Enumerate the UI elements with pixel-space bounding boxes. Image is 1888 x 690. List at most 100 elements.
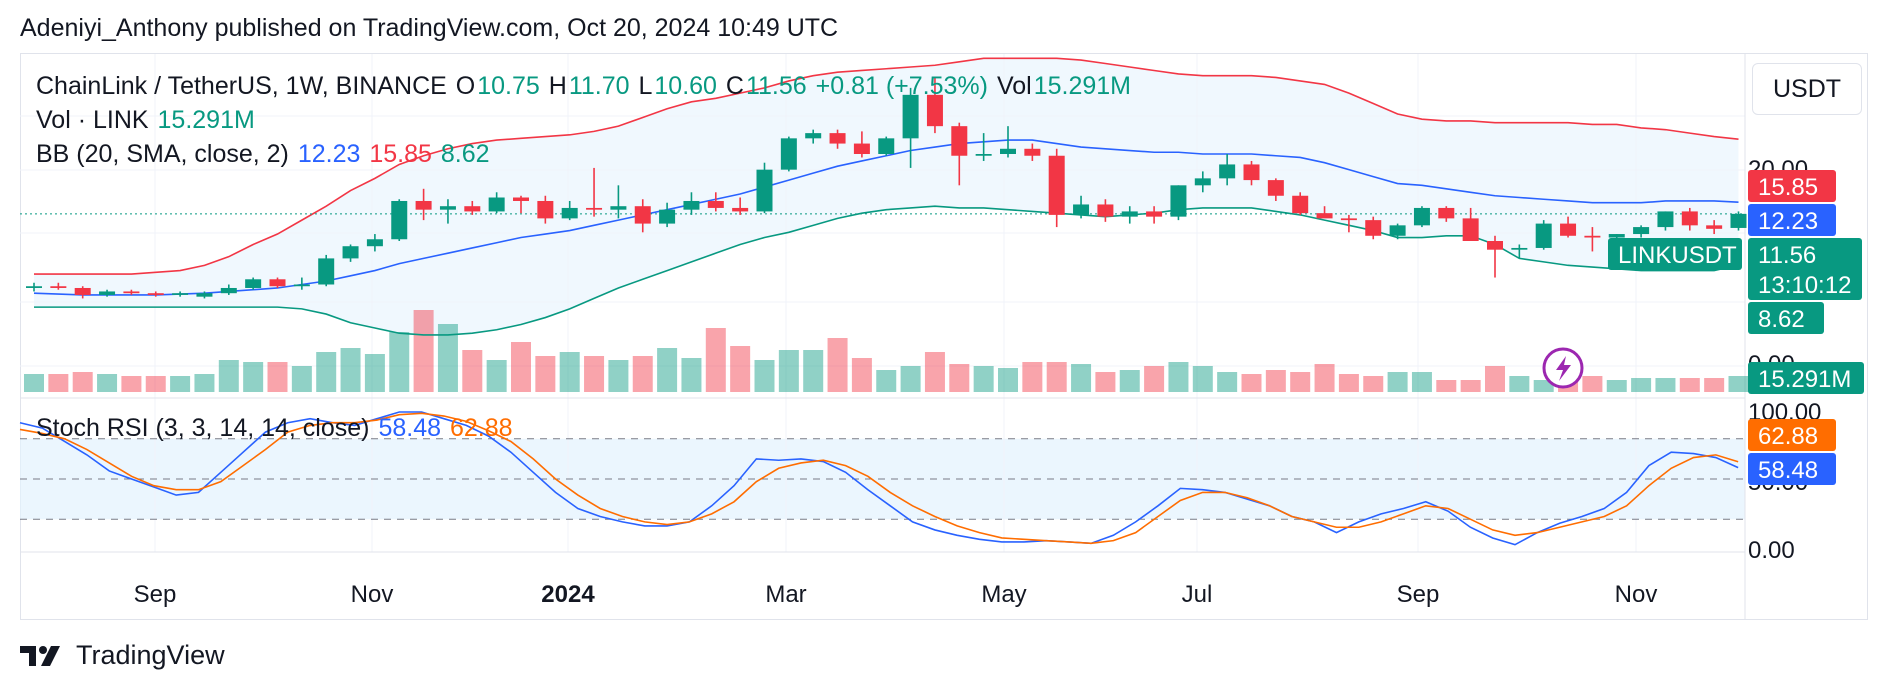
last-price-tag-text: 13:10:12 xyxy=(1758,272,1851,299)
volume-bar xyxy=(1314,364,1335,392)
candle-body xyxy=(1292,195,1309,214)
candle-body xyxy=(1048,155,1065,215)
bb-lower-line xyxy=(34,205,1739,336)
vol-row-label: Vol · LINK xyxy=(36,106,149,134)
candle-body xyxy=(26,286,42,288)
candle-body xyxy=(683,200,700,210)
high-label: H xyxy=(548,72,567,100)
candle-body xyxy=(1657,211,1674,228)
candle-body xyxy=(464,206,481,212)
volume-bar xyxy=(949,364,970,392)
candle-body xyxy=(220,287,237,294)
volume-bar xyxy=(243,362,264,392)
last-price-tag-text: 11.56 xyxy=(1758,242,1816,269)
volume-bar xyxy=(218,360,239,392)
candle-body xyxy=(147,293,164,295)
candle-body xyxy=(1243,164,1260,181)
volume-bar xyxy=(364,354,385,392)
stoch-d-value: 62.88 xyxy=(449,414,513,442)
volume-bar xyxy=(730,346,751,392)
volume-bar xyxy=(1290,372,1311,392)
tradingview-brand-text: TradingView xyxy=(76,640,225,670)
volume-bar xyxy=(267,362,288,392)
symbol-tag-bg xyxy=(1608,238,1742,270)
bb-basis-tag-bg xyxy=(1748,204,1836,236)
stoch-k-line xyxy=(19,411,1739,546)
volume-bar xyxy=(998,368,1018,392)
stoch-k-tag-bg xyxy=(1748,453,1836,485)
volume-bar xyxy=(924,352,945,392)
stoch-d-line xyxy=(19,412,1739,545)
stoch-d-tag-text: 62.88 xyxy=(1758,423,1818,450)
change-value: +0.81 (+7.53%) xyxy=(815,72,988,100)
volume-bar xyxy=(632,356,653,392)
volume-bar xyxy=(559,352,580,392)
bb-legend: BB (20, SMA, close, 2) 12.23 15.85 8.62 xyxy=(36,140,492,169)
stoch-scale-tick: 0.00 xyxy=(1748,537,1795,564)
candle-body xyxy=(1267,180,1284,196)
close-label: C xyxy=(725,72,744,100)
low-label: L xyxy=(638,72,653,100)
time-axis-label: 2024 xyxy=(541,581,595,608)
volume-bar xyxy=(462,350,483,392)
volume-bar xyxy=(681,358,702,392)
candle-body xyxy=(975,154,992,156)
candle-body xyxy=(659,209,676,224)
symbol-tag-text: LINKUSDT xyxy=(1618,242,1737,269)
volume-bar xyxy=(48,374,69,392)
grid-layer xyxy=(20,54,1746,620)
candles-layer xyxy=(26,77,1747,299)
bb-upper-tag-bg xyxy=(1748,170,1836,202)
candle-body xyxy=(366,239,383,247)
candle-body xyxy=(1413,207,1430,226)
candle-body xyxy=(99,291,116,295)
volume-bar xyxy=(1606,380,1627,392)
candle-body xyxy=(707,200,724,208)
currency-button[interactable]: USDT xyxy=(1752,63,1862,115)
volume-bar xyxy=(194,374,215,392)
candle-body xyxy=(1316,213,1333,219)
candle-body xyxy=(951,126,968,156)
volume-bar xyxy=(511,342,531,392)
candle-body xyxy=(732,207,749,212)
high-value: 11.70 xyxy=(568,72,630,100)
candle-body xyxy=(1462,218,1479,241)
volume-bar xyxy=(72,372,93,392)
open-label: O xyxy=(455,72,476,100)
candle-body xyxy=(1389,225,1406,236)
stoch-legend: Stoch RSI (3, 3, 14, 14, close) 58.48 62… xyxy=(36,414,515,443)
time-axis-label: Sep xyxy=(1397,581,1440,608)
volume-bar xyxy=(1460,380,1481,392)
bb-fill-layer xyxy=(20,58,1745,520)
candle-body xyxy=(1608,234,1625,238)
time-axis-label: Nov xyxy=(351,581,394,608)
volume-legend: Vol · LINK 15.291M xyxy=(36,106,257,135)
axis-layer: SepNov2024MarMayJulSepNov20.000.00100.00… xyxy=(134,156,1822,608)
volume-bar xyxy=(754,360,775,392)
chart-frame xyxy=(20,53,1868,620)
volume-bar xyxy=(1095,372,1116,392)
volume-bar xyxy=(1582,376,1603,392)
publish-info: Adeniyi_Anthony published on TradingView… xyxy=(20,14,839,42)
stoch-k-tag-text: 58.48 xyxy=(1758,457,1818,484)
candle-body xyxy=(1073,204,1090,215)
volume-bar xyxy=(437,324,458,392)
candle-body xyxy=(610,206,627,210)
candle-body xyxy=(878,138,895,154)
vol-label: Vol xyxy=(996,72,1032,100)
candle-body xyxy=(269,279,286,287)
price-tags-layer: 15.85 12.23 LINKUSDT 11.56 13:10:12 8.62 15.29… xyxy=(1542,170,1864,485)
volume-bar xyxy=(24,374,44,392)
candle-body xyxy=(1438,207,1455,219)
candle-body xyxy=(415,200,432,210)
volume-bar xyxy=(827,338,848,392)
volume-bar xyxy=(1485,366,1505,392)
time-axis-label: Mar xyxy=(765,581,806,608)
bb-upper-tag-text: 15.85 xyxy=(1758,174,1818,201)
candle-body xyxy=(805,133,822,139)
volume-layer xyxy=(24,310,1749,392)
volume-bar xyxy=(778,350,799,392)
bb-lower-tag-text: 8.62 xyxy=(1758,306,1805,333)
candle-body xyxy=(1219,164,1236,179)
